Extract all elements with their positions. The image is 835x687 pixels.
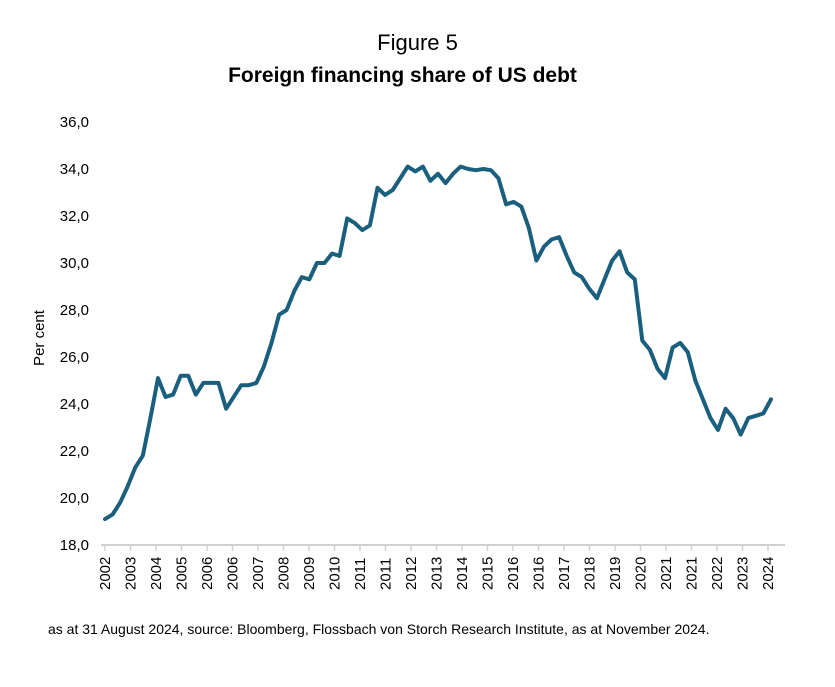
x-tick-label: 2011: [378, 558, 395, 590]
x-tick-label: 2002: [97, 557, 114, 590]
x-tick-label: 2017: [556, 557, 573, 590]
x-tick-label: 2019: [607, 557, 624, 590]
y-tick-label: 18,0: [60, 537, 89, 554]
y-tick-label: 30,0: [60, 255, 89, 272]
y-tick-label: 26,0: [60, 349, 89, 366]
x-tick-label: 2004: [148, 557, 165, 590]
x-tick-label: 2018: [582, 557, 599, 590]
x-tick-label: 2010: [327, 557, 344, 590]
y-tick-label: 36,0: [60, 114, 89, 131]
y-axis-label: Per cent: [31, 309, 48, 366]
x-tick-label: 2014: [454, 557, 471, 590]
figure-label: Figure 5: [377, 30, 458, 55]
y-tick-label: 32,0: [60, 208, 89, 225]
x-tick-label: 2003: [123, 557, 140, 590]
x-tick-label: 2020: [633, 557, 650, 590]
x-tick-label: 2011: [352, 558, 369, 590]
x-tick-label: 2015: [480, 557, 497, 590]
y-tick-label: 22,0: [60, 443, 89, 460]
y-tick-label: 28,0: [60, 302, 89, 319]
x-tick-label: 2008: [276, 557, 293, 590]
y-tick-label: 24,0: [60, 396, 89, 413]
x-tick-label: 2005: [174, 557, 191, 590]
x-tick-label: 2006: [199, 557, 216, 590]
y-tick-label: 20,0: [60, 490, 89, 507]
x-tick-label: 2006: [225, 557, 242, 590]
x-tick-label: 2007: [250, 557, 267, 590]
chart-title: Foreign financing share of US debt: [228, 64, 577, 87]
x-tick-label: 2021: [658, 557, 675, 590]
x-tick-label: 2016: [531, 557, 548, 590]
y-tick-label: 34,0: [60, 161, 89, 178]
x-tick-label: 2012: [403, 557, 420, 590]
footnote: as at 31 August 2024, source: Bloomberg,…: [48, 621, 710, 637]
x-tick-label: 2013: [429, 557, 446, 590]
series-line: [103, 164, 773, 522]
x-tick-label: 2024: [760, 557, 777, 590]
x-tick-label: 2016: [505, 557, 522, 590]
x-tick-label: 2023: [735, 557, 752, 590]
x-tick-label: 2009: [301, 557, 318, 590]
x-tick-label: 2022: [709, 557, 726, 590]
x-tick-label: 2021: [684, 557, 701, 590]
